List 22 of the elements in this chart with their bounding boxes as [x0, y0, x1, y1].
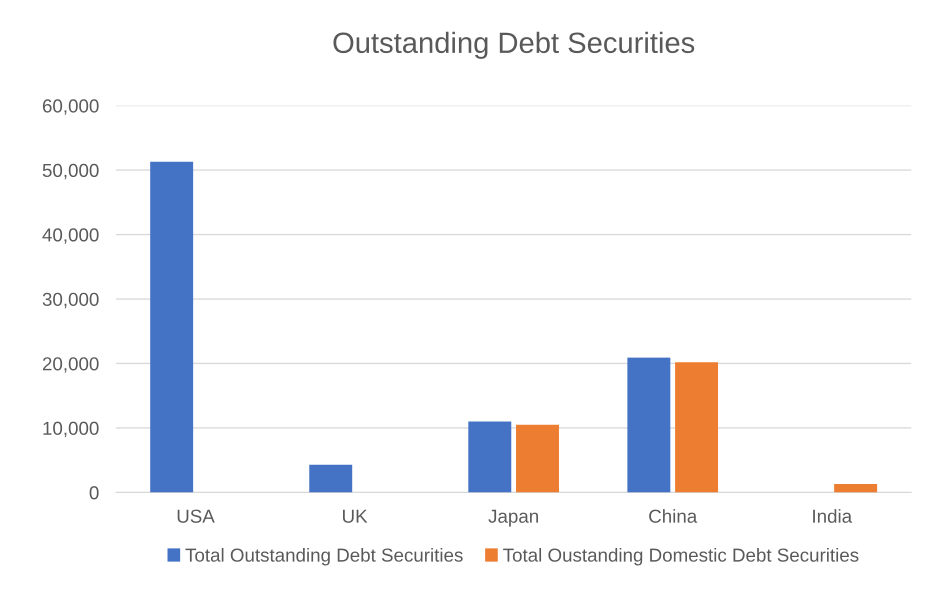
x-tick-label: USA — [178, 510, 215, 523]
x-tick-label: India — [813, 509, 852, 523]
legend-label: Total Oustanding Domestic Debt Securities — [503, 548, 858, 566]
x-tick-label: Japan — [488, 510, 538, 527]
y-tick-label: 30,000 — [42, 292, 99, 308]
y-tick-label: 60,000 — [42, 99, 99, 115]
chart-title: Outstanding Debt Securities — [333, 32, 694, 59]
bar — [834, 484, 878, 492]
y-tick-label: 50,000 — [42, 164, 99, 180]
x-tick-label: China — [649, 509, 698, 523]
y-tick-label: 10,000 — [43, 422, 99, 438]
x-tick-label: UK — [343, 510, 368, 523]
bar — [309, 464, 352, 492]
bar — [675, 362, 718, 492]
bar — [468, 422, 512, 492]
bar — [150, 162, 194, 492]
y-tick-label: 0 — [90, 486, 99, 500]
bar — [627, 358, 670, 492]
y-tick-label: 20,000 — [42, 357, 99, 373]
bar — [516, 424, 559, 492]
legend-label: Total Outstanding Debt Securities — [186, 548, 463, 566]
y-tick-label: 40,000 — [42, 228, 99, 244]
